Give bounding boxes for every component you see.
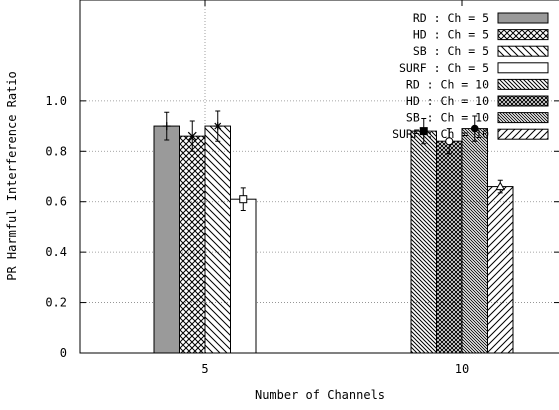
plot-frame xyxy=(79,0,559,354)
data-point-marker xyxy=(419,127,428,136)
error-bars xyxy=(162,110,506,212)
y-axis-title: PR Harmful Interference Ratio xyxy=(5,71,19,281)
legend-label: RD : Ch = 5 xyxy=(413,11,489,25)
data-point-marker xyxy=(213,122,222,131)
axes xyxy=(79,0,559,354)
legend-label: SURF : Ch = 5 xyxy=(399,61,489,75)
legend-label: HD : Ch = 5 xyxy=(413,28,489,42)
bar xyxy=(179,135,206,354)
legend-label: HD : Ch = 10 xyxy=(406,94,489,108)
y-tick-label: 0 xyxy=(60,346,67,360)
legend-swatch xyxy=(497,45,549,57)
bar xyxy=(487,186,514,354)
bar xyxy=(461,128,488,354)
x-tick-label: 5 xyxy=(201,362,208,376)
bar xyxy=(230,198,257,354)
legend-swatch xyxy=(497,128,549,140)
legend-label: SURF : Ch = 10 xyxy=(392,127,489,141)
legend-swatch xyxy=(497,78,549,90)
legend-swatch xyxy=(497,29,549,41)
y-tick-label: 0.8 xyxy=(45,144,67,158)
x-tick-label: 10 xyxy=(455,362,469,376)
legend-label: RD : Ch = 10 xyxy=(406,77,489,91)
legend-swatch xyxy=(497,112,549,124)
data-point-marker xyxy=(470,124,479,133)
y-tick-label: 0.4 xyxy=(45,245,67,259)
legend: RD : Ch = 5 HD : Ch = 5 SB : Ch = 5 SURF : … xyxy=(392,11,549,141)
data-point-marker xyxy=(495,181,506,191)
y-tick-label: 0.6 xyxy=(45,195,67,209)
y-tick-label: 1.0 xyxy=(45,94,67,108)
bar xyxy=(204,125,231,354)
legend-label: SB : Ch = 10 xyxy=(406,111,489,125)
legend-swatch xyxy=(497,62,549,74)
data-point-marker xyxy=(187,131,197,141)
bar xyxy=(153,125,180,354)
tick-labels: 0 0.2 0.4 0.6 0.8 1.0 5 10 xyxy=(45,0,559,376)
y-tick-label: 0.2 xyxy=(45,296,67,310)
data-point-marker xyxy=(445,137,454,146)
x-axis-title: Number of Channels xyxy=(255,388,385,402)
legend-swatch xyxy=(497,95,549,107)
data-point-marker xyxy=(239,195,248,204)
bar xyxy=(436,140,463,354)
data-point-marker xyxy=(162,122,171,131)
legend-label: SB : Ch = 5 xyxy=(413,44,489,58)
legend-swatch xyxy=(497,12,549,24)
bars xyxy=(153,125,514,354)
bar xyxy=(410,130,437,354)
